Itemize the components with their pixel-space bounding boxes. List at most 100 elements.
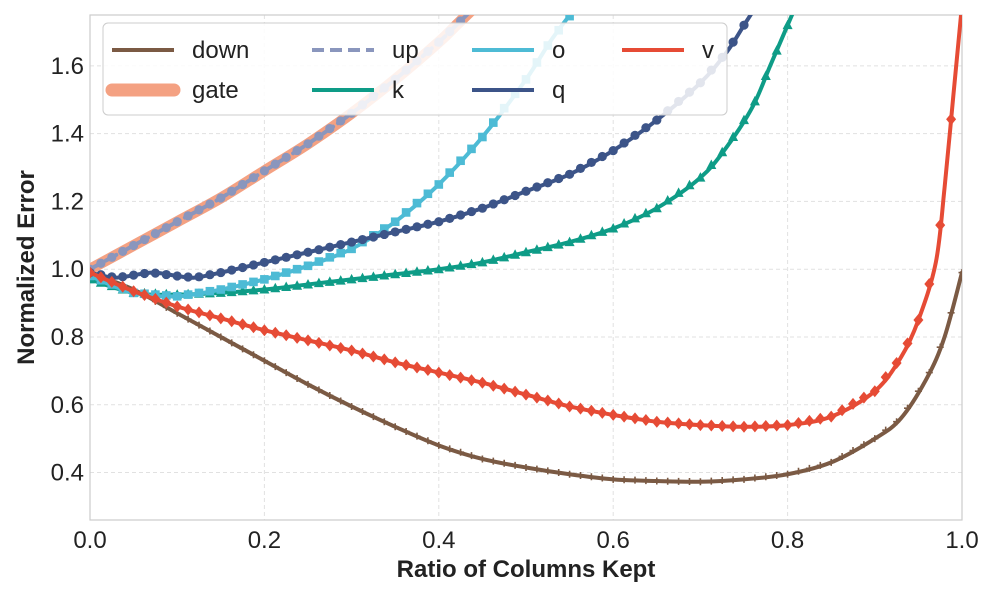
up-marker — [325, 123, 335, 134]
o-marker — [227, 282, 236, 292]
k-marker — [619, 217, 630, 228]
v-marker — [488, 379, 499, 392]
legend-label-k: k — [392, 77, 405, 104]
down-marker — [380, 418, 388, 426]
k-marker — [640, 207, 651, 218]
v-marker — [630, 412, 640, 425]
series-line-down — [90, 270, 962, 484]
y-tick-label: 1.2 — [51, 188, 84, 215]
q-marker — [129, 270, 139, 280]
v-marker — [760, 419, 771, 432]
x-tick-label: 0.2 — [248, 527, 281, 554]
v-marker — [946, 113, 957, 126]
down-marker — [206, 327, 214, 335]
o-marker — [325, 253, 335, 262]
k-marker — [248, 284, 259, 295]
down-marker — [577, 472, 584, 480]
v-marker — [433, 366, 444, 379]
v-marker — [335, 341, 346, 354]
q-marker — [565, 169, 575, 179]
v-marker — [717, 419, 728, 432]
k-marker — [303, 278, 313, 289]
k-marker — [357, 272, 368, 283]
v-marker — [739, 420, 749, 433]
down-marker — [795, 467, 802, 475]
v-marker — [673, 417, 684, 430]
q-marker — [477, 203, 487, 213]
o-marker — [478, 132, 487, 142]
k-marker — [521, 246, 531, 257]
up-marker — [259, 166, 269, 176]
o-marker — [336, 248, 345, 258]
legend-entry-up: up — [312, 37, 419, 64]
down-marker — [936, 343, 944, 351]
down-marker — [478, 455, 486, 463]
down-marker — [860, 441, 868, 449]
v-marker — [869, 385, 880, 398]
q-marker — [172, 271, 182, 281]
o-marker — [271, 271, 280, 281]
down-marker — [773, 472, 781, 480]
q-marker — [466, 206, 477, 217]
q-marker — [499, 195, 509, 205]
down-marker — [184, 315, 192, 323]
down-marker — [217, 333, 225, 341]
down-marker — [631, 476, 639, 484]
k-marker — [466, 258, 477, 269]
q-marker — [521, 186, 531, 196]
o-marker — [489, 118, 498, 127]
v-marker — [640, 414, 651, 427]
k-marker — [782, 19, 793, 30]
down-marker — [947, 309, 955, 317]
o-marker — [445, 168, 454, 177]
k-marker — [542, 241, 553, 252]
down-marker — [925, 369, 933, 377]
k-marker — [586, 229, 597, 240]
legend-entry-gate: gate — [105, 77, 239, 104]
up-marker — [248, 173, 259, 183]
down-marker — [838, 452, 846, 460]
o-marker — [423, 189, 433, 199]
o-marker — [314, 257, 324, 266]
down-marker — [369, 413, 377, 421]
down-marker — [533, 465, 541, 473]
q-marker — [641, 123, 651, 133]
k-marker — [292, 280, 303, 290]
k-marker — [499, 251, 510, 262]
down-marker — [893, 418, 901, 426]
y-tick-label: 1.0 — [51, 256, 84, 283]
v-marker — [564, 400, 575, 413]
k-marker — [324, 276, 335, 286]
o-marker — [292, 264, 302, 274]
k-marker — [444, 262, 455, 272]
up-marker — [96, 258, 106, 268]
k-marker — [771, 45, 782, 55]
q-marker — [554, 173, 564, 184]
up-marker — [129, 240, 139, 251]
down-marker — [348, 402, 356, 410]
down-marker — [587, 473, 595, 481]
q-marker — [347, 237, 357, 247]
up-marker — [183, 211, 193, 221]
k-marker — [760, 70, 771, 81]
up-marker — [172, 217, 182, 227]
down-marker — [729, 476, 737, 484]
q-marker — [728, 37, 738, 47]
down-marker — [904, 404, 911, 412]
v-marker — [368, 350, 379, 363]
q-marker — [325, 242, 335, 252]
q-marker — [390, 227, 400, 237]
y-tick-label: 0.8 — [51, 324, 84, 351]
o-marker — [238, 280, 247, 289]
o-marker — [412, 198, 422, 208]
v-marker — [804, 414, 815, 427]
down-marker — [958, 269, 962, 277]
v-marker — [935, 219, 946, 232]
v-marker — [477, 376, 488, 389]
o-marker — [216, 285, 226, 294]
v-marker — [346, 344, 357, 357]
q-marker — [194, 272, 204, 282]
q-marker — [739, 20, 749, 30]
down-marker — [609, 475, 617, 483]
down-marker — [707, 477, 715, 485]
